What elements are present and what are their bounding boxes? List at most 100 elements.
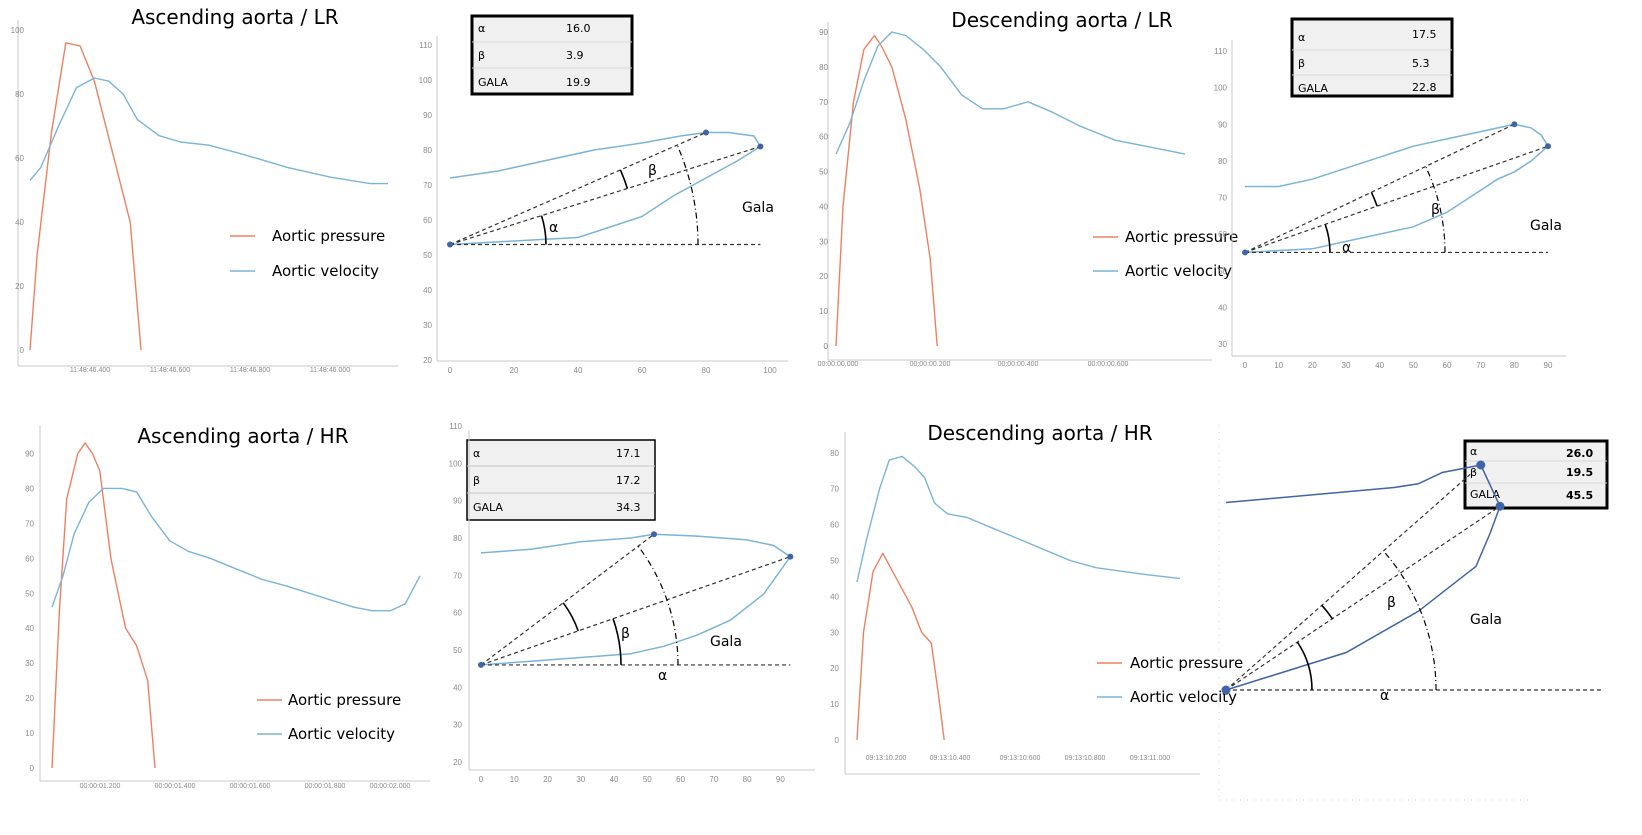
pressure-series-line (856, 552, 945, 741)
x-tick-label: 80 (702, 366, 711, 375)
angle-label-beta: β (621, 626, 630, 642)
x-tick-label: 90 (776, 775, 785, 784)
x-tick-label: 60 (676, 775, 685, 784)
gala-lower-curve (449, 145, 761, 246)
x-tick-label: 00:00:01.800 (305, 783, 346, 790)
y-tick-label: 80 (453, 534, 462, 543)
gala-upper-curve (449, 131, 762, 179)
end-point (787, 553, 794, 560)
origin-point (478, 661, 484, 668)
y-tick-label: 110 (1214, 47, 1227, 56)
panel-title-descending-lr: Descending aorta / LR (951, 8, 1172, 32)
y-tick-label: 100 (1214, 84, 1228, 93)
gala-upper-curve (1245, 123, 1549, 188)
velocity-series-line (51, 487, 421, 612)
legend-label-pressure: Aortic pressure (288, 691, 401, 709)
y-tick-label: 80 (819, 63, 828, 72)
y-tick-label: 90 (453, 497, 462, 506)
legend-label-pressure: Aortic pressure (1125, 228, 1238, 246)
y-tick-label: 90 (25, 449, 34, 458)
x-tick-label: 60 (638, 366, 647, 375)
gala-table-descending-hr: α 26.0 β 19.5 GALA 45.5 (1463, 439, 1609, 510)
origin-point (1242, 249, 1248, 256)
y-tick-label: 60 (1218, 230, 1227, 239)
x-tick-label: 00:00:01.400 (155, 783, 196, 790)
x-tick-label: 80 (743, 775, 752, 784)
y-tick-label: 60 (453, 609, 462, 618)
legend-label-pressure: Aortic pressure (272, 227, 385, 245)
x-tick-label: 70 (1476, 361, 1485, 370)
gala-angle-arc (637, 545, 679, 665)
y-tick-label: 50 (830, 556, 839, 565)
end-point (1545, 143, 1551, 150)
x-tick-label: 30 (576, 775, 585, 784)
panel-title-ascending-lr: Ascending aorta / LR (131, 5, 338, 29)
legend-ascending-hr: Aortic pressure Aortic velocity (257, 691, 401, 743)
panel-title-descending-hr: Descending aorta / HR (927, 421, 1152, 445)
table-value-beta: 3.9 (566, 49, 584, 62)
y-tick-label: 30 (453, 721, 462, 730)
y-tick-label: 50 (1218, 267, 1227, 276)
x-tick-label: 20 (510, 366, 519, 375)
angle-label-alpha: α (549, 220, 558, 236)
table-value-alpha: 26.0 (1566, 447, 1593, 460)
y-tick-label: 80 (25, 484, 34, 493)
table-label-alpha: α (1470, 445, 1477, 458)
table-label-gala: GALA (478, 76, 508, 89)
x-tick-label: 11:48:46.800 (230, 367, 270, 374)
x-tick-label: 40 (574, 366, 583, 375)
origin-point (447, 241, 453, 248)
legend-label-pressure: Aortic pressure (1130, 654, 1243, 672)
x-tick-label: 09:13:10.200 (866, 755, 907, 762)
table-value-alpha: 17.1 (616, 447, 641, 460)
gala-table-ascending-lr: α 16.0 β 3.9 GALA 19.9 (470, 14, 634, 96)
x-tick-label: 50 (1409, 361, 1418, 370)
velocity-series-line (29, 77, 388, 185)
angle-label-beta: β (648, 163, 657, 179)
peak-dashed-line (480, 533, 655, 666)
table-value-beta: 5.3 (1412, 57, 1430, 70)
x-tick-label: 00:00:00.000 (818, 361, 859, 368)
table-value-gala: 19.9 (566, 76, 591, 89)
y-tick-label: 20 (423, 356, 432, 365)
y-tick-label: 30 (819, 237, 828, 246)
y-tick-label: 70 (423, 181, 432, 190)
legend-label-velocity: Aortic velocity (1130, 688, 1237, 706)
end-dashed-line (480, 556, 791, 666)
y-tick-label: 80 (423, 146, 432, 155)
beta-angle-arc (562, 602, 579, 632)
y-tick-label: 40 (830, 592, 839, 601)
gala-table-ascending-hr: α 17.1 β 17.2 GALA 34.3 (466, 439, 656, 521)
table-label-gala: GALA (1298, 82, 1328, 95)
gala-upper-curve (480, 533, 791, 558)
y-tick-label: 60 (423, 216, 432, 225)
origin-point (1221, 685, 1231, 695)
legend-descending-hr: Aortic pressure Aortic velocity (1097, 654, 1243, 706)
peak-dashed-line (1244, 123, 1515, 253)
end-point (1495, 501, 1505, 511)
gala-table-descending-lr: α 17.5 β 5.3 GALA 22.8 (1290, 17, 1454, 98)
y-tick-label: 30 (830, 628, 839, 637)
alpha-angle-arc (612, 618, 622, 665)
y-tick-label: 90 (1218, 120, 1227, 129)
y-tick-label: 40 (423, 286, 432, 295)
alpha-angle-arc (1324, 224, 1331, 253)
gala-upper-curve (1225, 464, 1501, 507)
y-tick-label: 110 (449, 422, 462, 431)
peak-point (703, 129, 709, 136)
y-tick-label: 20 (819, 272, 828, 281)
x-tick-label: 09:13:10.400 (930, 755, 971, 762)
table-label-alpha: α (478, 22, 485, 35)
table-label-alpha: α (1298, 31, 1305, 44)
velocity-series-line (856, 455, 1181, 583)
y-tick-label: 20 (830, 664, 839, 673)
y-tick-label: 0 (20, 346, 25, 355)
y-tick-label: 10 (25, 729, 34, 738)
x-tick-label: 40 (610, 775, 619, 784)
y-tick-label: 20 (15, 282, 24, 291)
y-tick-label: 60 (25, 554, 34, 563)
x-tick-label: 50 (643, 775, 652, 784)
peak-dashed-line (449, 131, 707, 246)
gala-angle-arc (1382, 550, 1437, 691)
x-tick-label: 00:00:00.200 (910, 361, 951, 368)
